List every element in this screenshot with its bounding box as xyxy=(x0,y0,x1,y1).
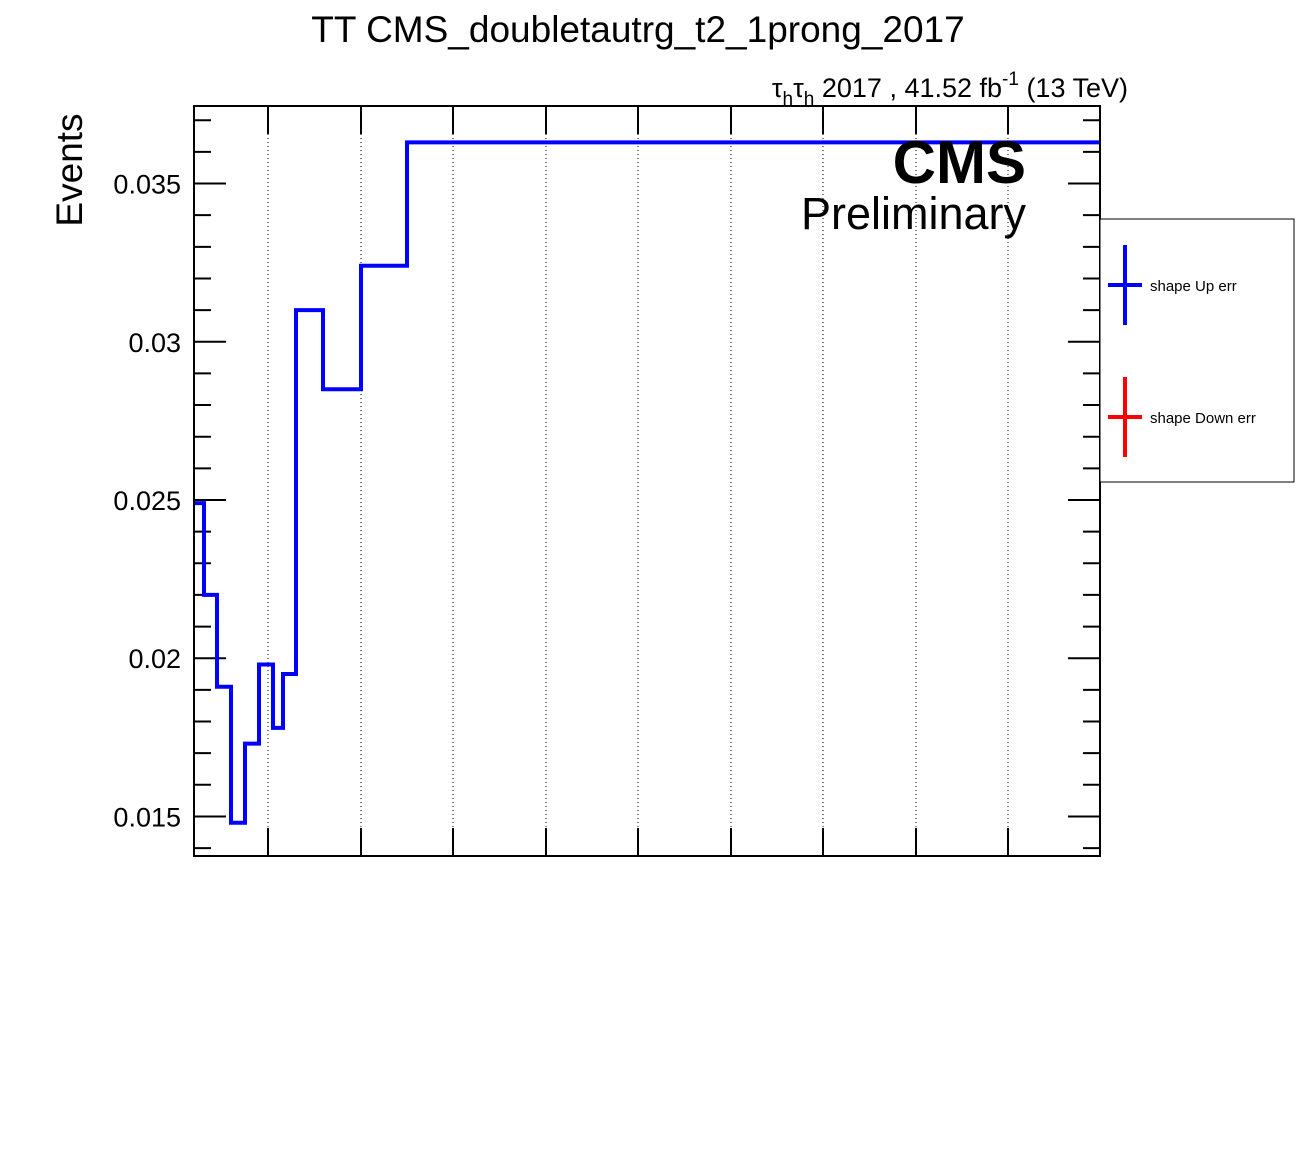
data-series xyxy=(194,140,1100,825)
legend-label: shape Up err xyxy=(1150,278,1237,295)
lumi-energy: (13 TeV) xyxy=(1019,73,1128,103)
preliminary-label: Preliminary xyxy=(801,188,1027,239)
y-tick-label: 0.025 xyxy=(113,486,181,516)
y-tick-label: 0.02 xyxy=(128,644,181,674)
axis-ticks xyxy=(194,106,1100,856)
y-axis-label: Events xyxy=(49,113,90,226)
legend-label: shape Down err xyxy=(1150,410,1256,427)
lumi-main: 2017 , 41.52 fb xyxy=(814,73,1002,103)
lumi-tau-2: τ xyxy=(793,73,804,103)
lumi-sub-2: h xyxy=(804,89,815,110)
y-tick-label: 0.035 xyxy=(113,170,181,200)
chart-title: TT CMS_doubletautrg_t2_1prong_2017 xyxy=(311,9,964,50)
legend-box xyxy=(1099,218,1295,483)
lumi-label: τhτh 2017 , 41.52 fb-1 (13 TeV) xyxy=(772,69,1128,110)
y-tick-label: 0.03 xyxy=(128,328,181,358)
lumi-tau-1: τ xyxy=(772,73,783,103)
lumi-sub-1: h xyxy=(783,89,794,110)
x-grid-lines xyxy=(267,106,1009,856)
y-tick-label: 0.015 xyxy=(113,802,181,832)
y-tick-labels: 0.015 0.02 0.025 0.03 0.035 xyxy=(113,170,181,833)
legend-entries: shape Up err shape Down err xyxy=(1108,245,1256,457)
lumi-exponent: -1 xyxy=(1002,69,1019,90)
legend: shape Up err shape Down err xyxy=(1099,218,1295,483)
cms-label: CMS xyxy=(893,129,1026,196)
series-line xyxy=(194,140,1100,825)
